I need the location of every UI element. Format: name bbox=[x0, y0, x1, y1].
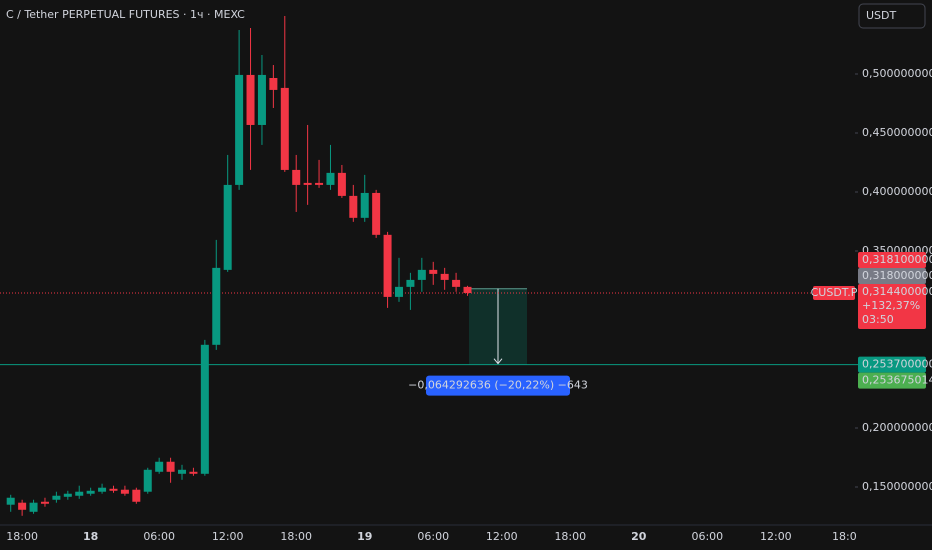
candle-body bbox=[269, 78, 278, 90]
current-price-change: +132,37% bbox=[862, 299, 920, 312]
candle-body bbox=[235, 74, 244, 185]
candle-body bbox=[417, 269, 426, 280]
candle-body bbox=[155, 461, 164, 472]
currency-button-label[interactable]: USDT bbox=[866, 9, 897, 22]
candle-body bbox=[120, 489, 129, 494]
candle-body bbox=[132, 489, 141, 502]
currency-button[interactable] bbox=[858, 3, 926, 29]
candle-body bbox=[315, 182, 324, 185]
measure-label-bg bbox=[426, 375, 570, 396]
candle-body bbox=[383, 234, 392, 297]
candle-body bbox=[326, 172, 335, 185]
price-label: 0,318100000 bbox=[862, 253, 932, 266]
y-tick-label: 0,200000000 bbox=[862, 421, 932, 434]
candle-body bbox=[372, 192, 381, 235]
candle-body bbox=[337, 172, 346, 196]
current-price-label: 0,314400000 bbox=[862, 285, 932, 298]
candle-body bbox=[6, 497, 15, 505]
candle-body bbox=[178, 469, 187, 474]
candle-body bbox=[406, 279, 415, 287]
candle-body bbox=[200, 344, 209, 474]
x-tick-label: 12:00 bbox=[212, 530, 244, 543]
candle-body bbox=[292, 169, 301, 185]
candle-body bbox=[98, 487, 107, 492]
symbol-box bbox=[813, 286, 855, 301]
price-label-box bbox=[858, 252, 926, 269]
x-tick-label: 12:00 bbox=[486, 530, 518, 543]
x-tick-label: 18:00 bbox=[280, 530, 312, 543]
x-tick-label: 20 bbox=[631, 530, 647, 543]
candle-body bbox=[18, 502, 27, 510]
chart-title: C / Tether PERPETUAL FUTURES · 1ч · MEXC bbox=[6, 8, 245, 21]
candle-body bbox=[86, 490, 95, 494]
x-tick-label: 18:0 bbox=[832, 530, 857, 543]
candle-body bbox=[452, 279, 461, 287]
target-label-box bbox=[858, 356, 926, 373]
measure-arrowhead bbox=[493, 358, 503, 365]
candle-body bbox=[360, 192, 369, 218]
y-tick-label: 0,400000000 bbox=[862, 185, 932, 198]
candle-body bbox=[63, 493, 72, 497]
target-label: 0,253700000 bbox=[862, 358, 932, 371]
measure-label: −0,064292636 (−20,22%) −643 bbox=[408, 379, 588, 392]
current-price-countdown: 03:50 bbox=[862, 313, 894, 326]
current-price-box bbox=[858, 284, 926, 330]
candle-body bbox=[109, 488, 118, 491]
candle-body bbox=[189, 471, 198, 474]
x-tick-label: 06:00 bbox=[417, 530, 449, 543]
price-label: 0,318000000 bbox=[862, 269, 932, 282]
candle-body bbox=[212, 267, 221, 345]
x-tick-label: 18:00 bbox=[554, 530, 586, 543]
candle-body bbox=[223, 184, 232, 270]
target-label: 0,253675014 bbox=[862, 374, 932, 387]
candle-body bbox=[394, 286, 403, 297]
price-label-box bbox=[858, 268, 926, 285]
candle-body bbox=[257, 74, 266, 125]
candle-body bbox=[166, 461, 175, 472]
symbol-label: CUSDT.P bbox=[811, 286, 858, 299]
y-tick-label: 0,450000000 bbox=[862, 126, 932, 139]
x-tick-label: 18 bbox=[83, 530, 98, 543]
candle-body bbox=[303, 182, 312, 185]
x-tick-label: 18:00 bbox=[6, 530, 38, 543]
x-tick-label: 12:00 bbox=[760, 530, 792, 543]
candle-body bbox=[349, 195, 358, 218]
x-tick-label: 19 bbox=[357, 530, 372, 543]
candle-body bbox=[463, 286, 472, 294]
x-tick-label: 06:00 bbox=[143, 530, 175, 543]
candle-body bbox=[246, 74, 255, 125]
y-tick-label: 0,150000000 bbox=[862, 480, 932, 493]
candle-body bbox=[429, 269, 438, 274]
candle-body bbox=[143, 469, 152, 492]
target-label-box bbox=[858, 372, 926, 389]
candle-body bbox=[280, 87, 289, 170]
candle-body bbox=[75, 491, 84, 496]
candle-body bbox=[29, 502, 38, 512]
candle-body bbox=[40, 501, 49, 504]
candle-body bbox=[52, 495, 61, 500]
x-tick-label: 06:00 bbox=[691, 530, 723, 543]
y-tick-label: 0,500000000 bbox=[862, 67, 932, 80]
candle-body bbox=[440, 273, 449, 280]
